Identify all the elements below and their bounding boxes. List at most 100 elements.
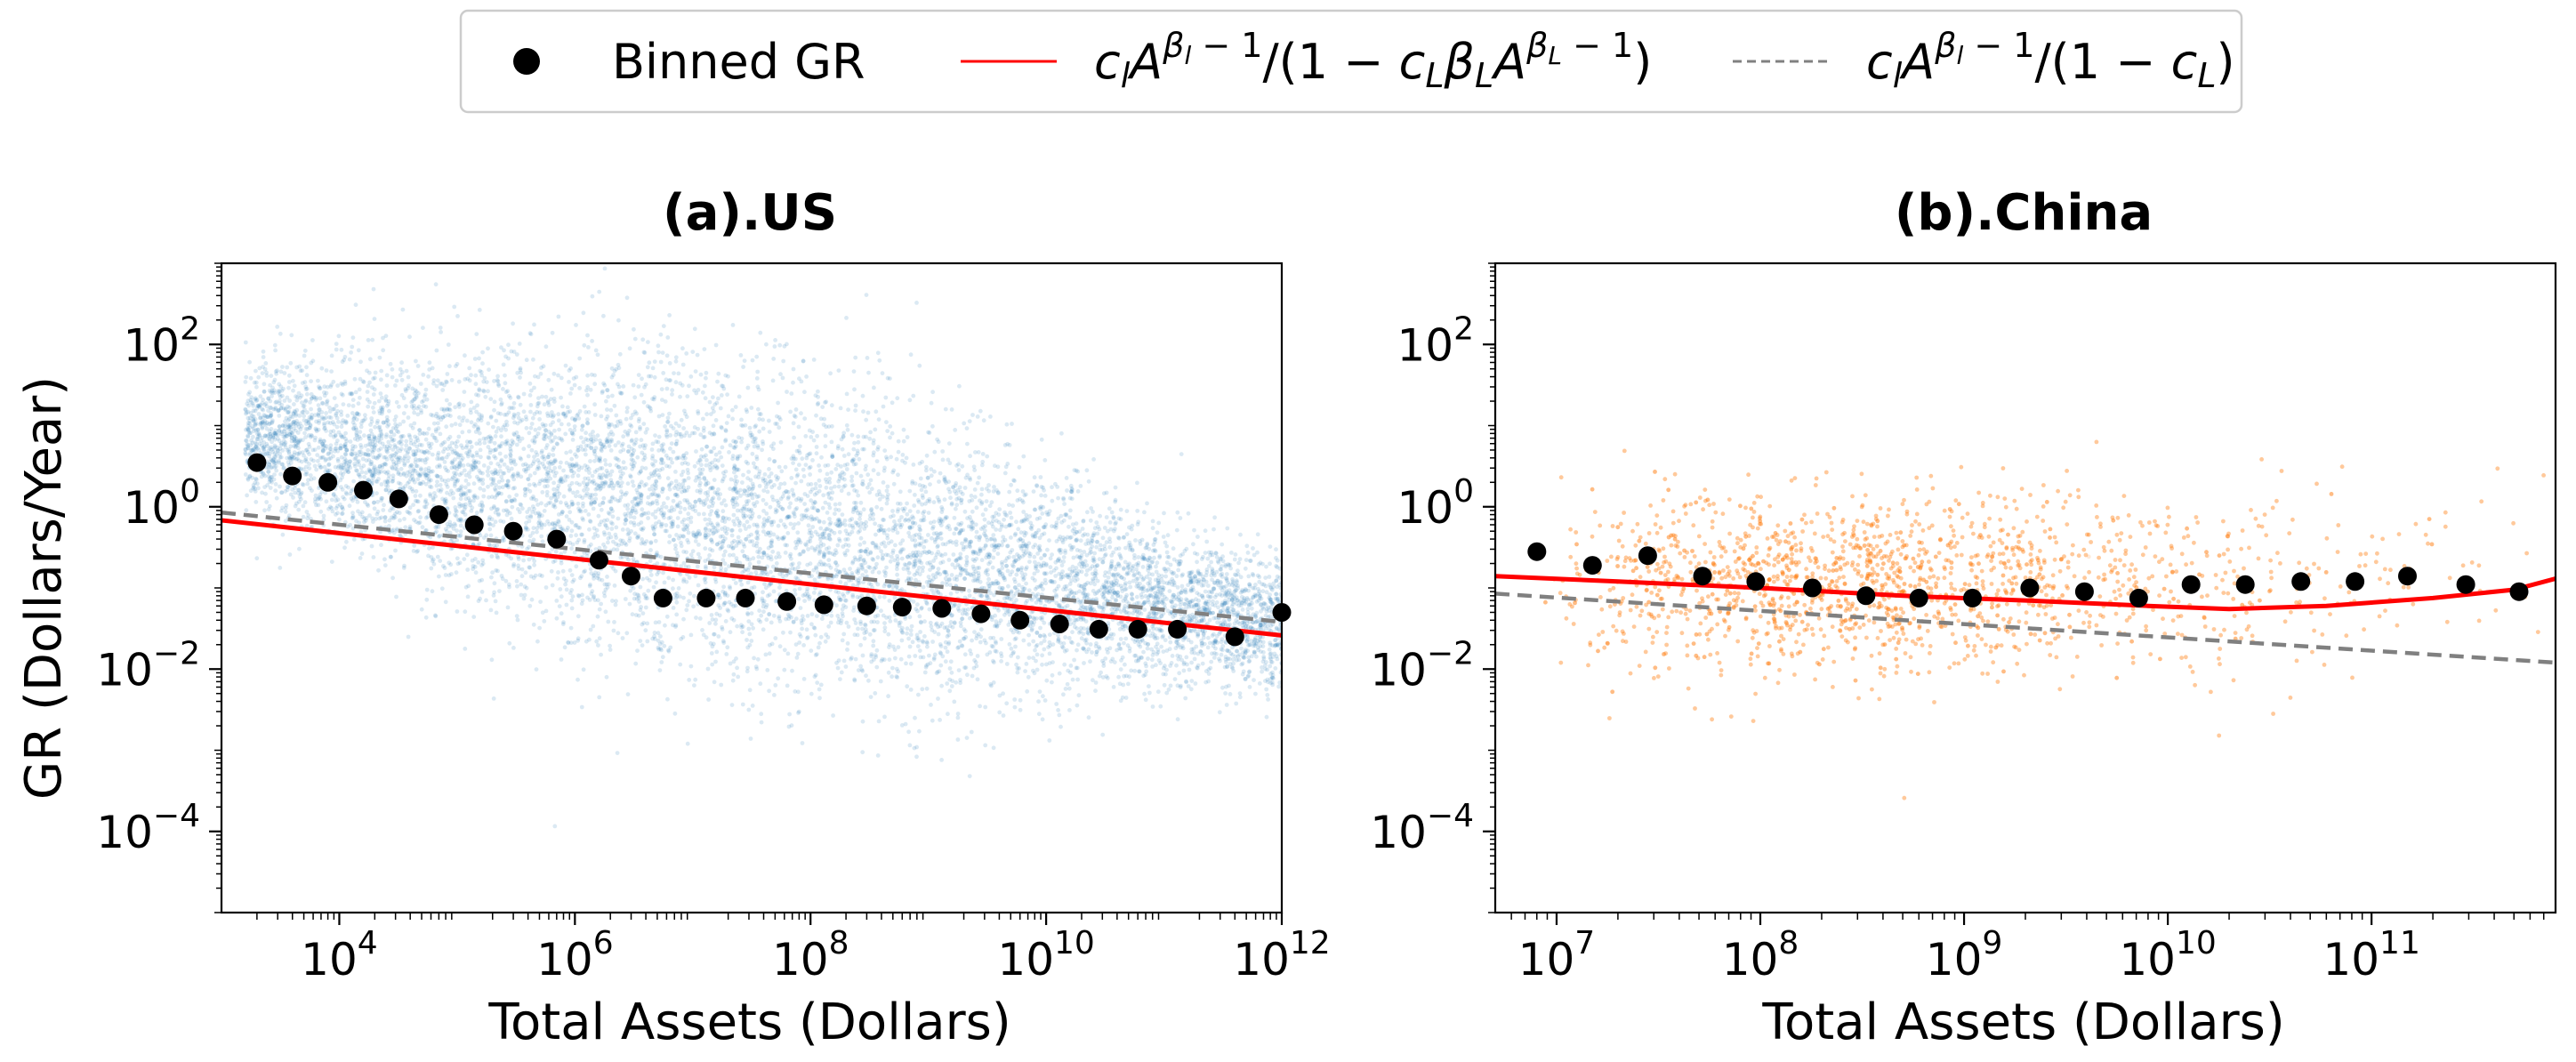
raw-point <box>787 505 792 510</box>
raw-point <box>690 350 696 354</box>
raw-point <box>591 430 595 434</box>
raw-point <box>1174 574 1179 579</box>
raw-point <box>564 527 569 533</box>
raw-point <box>1274 591 1278 597</box>
raw-point <box>961 607 966 613</box>
raw-point <box>814 566 819 571</box>
raw-point <box>429 566 434 571</box>
raw-point <box>847 532 852 537</box>
raw-point <box>885 429 890 433</box>
raw-point <box>421 373 426 377</box>
raw-point <box>372 445 377 450</box>
raw-point <box>1203 551 1208 555</box>
raw-point <box>643 466 648 471</box>
raw-point <box>646 588 651 593</box>
raw-point <box>978 546 983 551</box>
raw-point <box>908 632 914 637</box>
raw-point <box>910 640 915 645</box>
raw-point <box>365 502 370 507</box>
raw-point <box>1241 655 1245 659</box>
raw-point <box>1083 638 1088 643</box>
raw-point <box>906 530 911 535</box>
raw-point <box>602 545 608 550</box>
raw-point <box>331 492 336 496</box>
raw-point <box>971 578 976 583</box>
raw-point <box>568 487 572 493</box>
raw-point <box>866 581 872 586</box>
raw-point <box>519 582 524 587</box>
raw-point <box>246 398 251 403</box>
raw-point <box>1254 618 1260 624</box>
raw-point <box>601 542 606 547</box>
raw-point <box>1065 603 1070 608</box>
raw-point <box>447 364 452 369</box>
raw-point <box>1135 480 1139 486</box>
raw-point <box>1009 654 1014 658</box>
raw-point <box>893 656 898 661</box>
raw-point <box>496 511 501 517</box>
raw-point <box>348 491 353 496</box>
raw-point <box>625 432 631 438</box>
raw-point <box>814 451 819 456</box>
raw-point <box>455 452 460 457</box>
raw-point <box>871 512 876 517</box>
raw-point <box>469 468 474 472</box>
raw-point <box>393 445 398 449</box>
raw-point <box>699 463 704 468</box>
raw-point <box>1292 653 1296 657</box>
raw-point <box>1123 636 1129 641</box>
raw-point <box>1091 578 1096 583</box>
raw-point <box>835 519 841 523</box>
raw-point <box>1032 475 1037 480</box>
raw-point <box>640 611 646 615</box>
raw-point <box>992 592 996 598</box>
raw-point <box>929 400 934 406</box>
raw-point <box>972 495 978 500</box>
raw-point <box>571 376 576 381</box>
raw-point <box>640 622 645 627</box>
raw-point <box>571 490 576 495</box>
raw-point <box>537 519 542 524</box>
raw-point <box>914 301 919 305</box>
raw-point <box>895 530 900 535</box>
raw-point <box>797 561 801 566</box>
raw-point <box>866 370 871 375</box>
raw-point <box>777 342 783 348</box>
raw-point <box>584 421 590 425</box>
raw-point <box>424 597 430 602</box>
raw-point <box>794 656 800 660</box>
raw-point <box>798 634 803 639</box>
raw-point <box>551 461 556 466</box>
raw-point <box>530 415 535 421</box>
raw-point <box>776 400 780 406</box>
raw-point <box>312 447 318 452</box>
raw-point <box>901 438 906 444</box>
raw-point <box>1171 546 1176 551</box>
raw-point <box>747 688 753 693</box>
raw-point <box>256 412 262 416</box>
raw-point <box>510 438 515 443</box>
raw-point <box>775 414 779 419</box>
raw-point <box>696 426 700 431</box>
raw-point <box>376 477 381 481</box>
raw-point <box>287 456 293 461</box>
raw-point <box>1283 584 1287 589</box>
raw-point <box>633 430 639 435</box>
raw-point <box>631 382 636 388</box>
raw-point <box>1244 621 1250 626</box>
raw-point <box>778 439 784 445</box>
raw-point <box>630 453 635 457</box>
raw-point <box>411 503 415 507</box>
raw-point <box>828 587 833 592</box>
raw-point <box>849 432 855 438</box>
raw-point <box>427 546 431 551</box>
raw-point <box>1200 595 1205 600</box>
raw-point <box>719 393 724 398</box>
raw-point <box>646 511 651 516</box>
raw-point <box>679 485 684 490</box>
raw-point <box>1187 667 1192 672</box>
raw-point <box>688 591 693 596</box>
raw-point <box>389 430 394 434</box>
raw-point <box>503 483 509 488</box>
